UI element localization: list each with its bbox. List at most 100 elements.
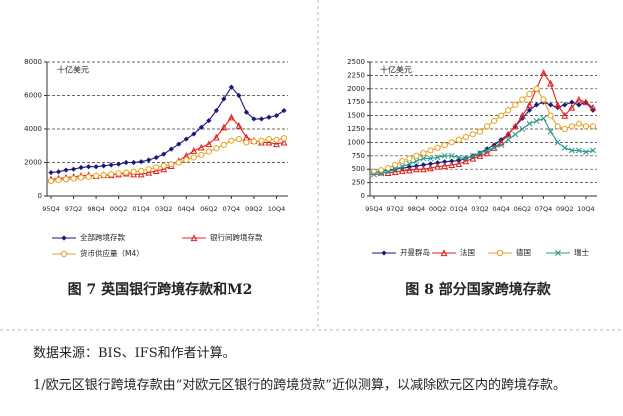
x-tick-label: 09Q2 [245,205,263,213]
data-marker [420,155,427,162]
x-tick-label: 06Q2 [514,205,532,213]
x-tick-label: 04Q4 [178,205,196,213]
data-marker [547,79,555,87]
y-tick-label: 4000 [24,125,42,133]
data-marker [548,102,554,108]
data-marker [519,126,526,132]
y-tick-label: 1250 [347,125,365,133]
data-marker [406,155,413,162]
data-marker [413,152,420,159]
y-tick-label: 6000 [24,92,42,100]
data-marker [381,250,387,256]
data-marker [413,158,420,165]
data-marker [547,112,554,119]
data-marker [498,142,505,149]
data-marker [60,250,68,258]
data-marker [533,118,540,124]
x-tick-label: 03Q2 [471,205,489,213]
data-marker [138,159,144,165]
legend-label: 瑞士 [574,247,589,257]
data-marker [462,133,469,141]
data-marker [190,154,197,161]
data-marker [448,161,456,169]
data-marker [273,140,280,148]
data-marker [160,162,167,169]
data-marker [568,103,576,111]
data-marker [258,137,265,144]
data-marker [405,166,413,174]
data-marker [266,114,272,120]
data-marker [455,154,462,161]
data-marker [131,159,137,166]
data-marker [448,139,455,146]
data-marker [190,147,198,154]
data-marker [547,128,554,135]
data-marker [183,136,189,142]
data-marker [108,162,114,168]
unit-label: 十亿美元 [380,65,412,75]
data-marker [220,123,228,131]
data-marker [533,85,540,92]
data-marker [130,168,137,175]
data-marker [582,123,590,130]
data-marker [569,99,575,105]
data-marker [175,159,182,166]
data-marker [145,168,153,176]
data-marker [505,136,512,143]
x-tick-label: 10Q4 [268,205,286,213]
data-marker [280,138,288,146]
data-marker [441,141,448,149]
data-marker [153,164,160,171]
data-marker [511,122,519,130]
data-marker [198,124,204,130]
data-marker [427,155,434,162]
x-tick-label: 06Q2 [200,205,218,213]
data-marker [434,144,441,151]
data-marker [228,84,234,90]
data-marker [561,125,568,133]
data-marker [63,167,69,173]
data-marker [212,133,220,141]
data-marker [108,171,115,178]
x-tick-label: 98Q4 [408,205,426,213]
data-marker [568,123,575,130]
data-marker [490,117,498,125]
data-marker [77,174,85,181]
data-marker [168,146,174,152]
data-marker [483,123,491,130]
x-tick-label: 97Q2 [65,205,83,213]
data-marker [138,167,145,174]
y-tick-label: 0 [361,192,365,200]
data-marker [378,170,385,177]
data-marker [554,123,561,130]
series-line [50,137,285,182]
x-tick-label: 97Q2 [386,205,404,213]
data-marker [392,161,399,169]
data-marker [213,107,219,114]
data-marker [205,148,212,155]
data-marker [462,155,469,162]
y-tick-label: 2250 [347,71,365,79]
data-marker [100,171,107,179]
data-marker [280,135,288,142]
data-marker [47,177,55,185]
data-marker [161,151,167,157]
x-tick-label: 00Q2 [110,205,128,213]
data-marker [455,160,463,167]
data-marker [70,175,77,182]
data-marker [220,141,227,149]
data-marker [477,150,483,157]
data-marker [526,120,533,127]
data-marker [562,102,568,108]
data-marker [518,111,526,119]
data-marker [441,152,448,159]
data-marker [575,120,582,127]
data-marker [85,173,92,180]
data-marker [440,249,448,257]
y-tick-label: 2000 [347,85,365,93]
data-marker [526,91,533,98]
data-marker [582,149,589,156]
data-marker [434,160,441,166]
data-marker [498,112,505,119]
